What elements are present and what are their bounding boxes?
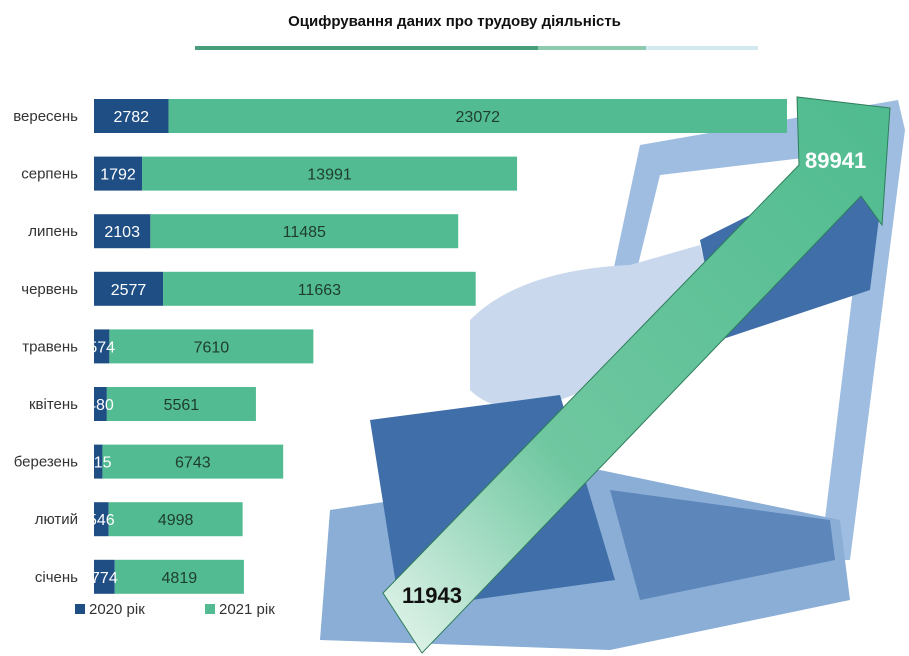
bar-2021 (114, 559, 244, 594)
value-label-2021: 4819 (162, 570, 198, 587)
value-label-2021: 4998 (158, 512, 194, 529)
value-label-2020: 1792 (100, 167, 136, 184)
category-label: червень (21, 281, 78, 298)
annotation-start-value: 11943 (402, 583, 462, 608)
legend-swatch (205, 604, 215, 614)
legend-swatch (75, 604, 85, 614)
category-label: лютий (35, 511, 78, 528)
value-label-2020: 2577 (111, 282, 147, 299)
value-label-2020: 2103 (104, 224, 140, 241)
value-label-2020: 546 (88, 512, 115, 529)
title-underline-mid (538, 46, 646, 50)
bar-2021 (150, 214, 459, 249)
category-label: травень (22, 338, 78, 355)
value-label-2020: 480 (87, 397, 114, 414)
bar-2020 (94, 214, 151, 249)
value-label-2021: 5561 (164, 397, 200, 414)
bar-2020 (94, 559, 115, 594)
legend-label: 2021 рік (219, 601, 275, 618)
category-label: квітень (29, 396, 78, 413)
hand (470, 245, 725, 408)
value-label-2021: 13991 (307, 167, 352, 184)
bar-2021 (106, 387, 256, 421)
laptop-keyboard (610, 490, 835, 600)
bar-2020 (94, 444, 103, 479)
category-label: липень (28, 223, 78, 240)
bar-2020 (94, 99, 169, 133)
bar-2021 (168, 99, 788, 133)
category-label: вересень (13, 108, 78, 125)
annotation-end-value: 89941 (805, 148, 866, 173)
value-label-2020: 2782 (113, 109, 149, 126)
value-label-2021: 6743 (175, 455, 211, 472)
value-label-2020: 574 (88, 339, 115, 356)
bar-2021 (108, 502, 243, 537)
category-label: січень (35, 569, 78, 586)
bar-2021 (109, 329, 314, 364)
title-underline-dark (195, 46, 538, 50)
bar-2020 (94, 387, 107, 421)
value-label-2021: 11485 (283, 224, 326, 241)
chart-title: Оцифрування даних про трудову діяльність (288, 13, 621, 30)
value-label-2020: 315 (85, 455, 112, 472)
bar-2020 (94, 329, 110, 364)
value-label-2020: 774 (91, 570, 118, 587)
legend-label: 2020 рік (89, 601, 145, 618)
bar-2021 (163, 271, 476, 306)
bar-2021 (102, 444, 284, 479)
value-label-2021: 11663 (298, 282, 341, 299)
category-label: серпень (21, 166, 78, 183)
category-label: березень (14, 454, 78, 471)
title-underline-light (646, 46, 758, 50)
bar-2021 (142, 156, 518, 191)
growth-arrow (382, 96, 891, 654)
bar-2020 (94, 156, 143, 191)
bar-2020 (94, 502, 109, 537)
value-label-2021: 7610 (194, 339, 230, 356)
value-label-2021: 23072 (456, 109, 501, 126)
bar-2020 (94, 271, 164, 306)
